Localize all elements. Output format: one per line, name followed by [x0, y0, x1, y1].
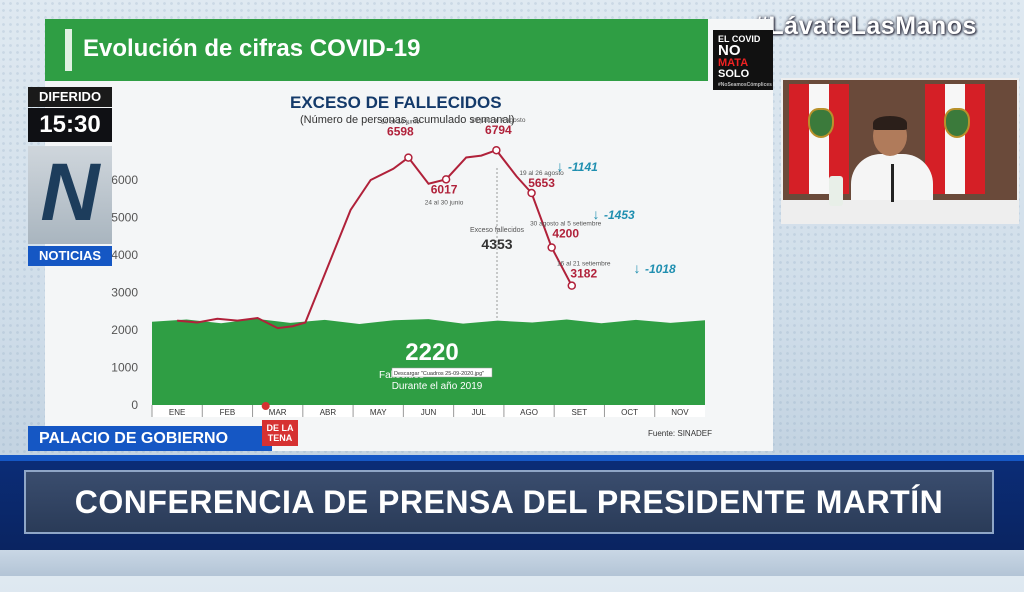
- baseline-caption-year: Durante el año 2019: [392, 381, 483, 392]
- hashtag: #LávateLasManos: [754, 12, 977, 40]
- point-date-label: 29 julio al 4 agosto: [471, 117, 526, 124]
- x-tick-label: JUL: [472, 408, 487, 417]
- peru-flag-left: [789, 84, 849, 194]
- header-accent-bar: [65, 29, 72, 71]
- weekly-drop-value: -1141: [568, 160, 598, 174]
- podium-desk: [783, 200, 1017, 222]
- logo-line4: SOLO: [718, 68, 750, 80]
- logo-line2: NO: [718, 42, 741, 59]
- x-tick-label: NOV: [671, 408, 689, 417]
- y-tick-label: 4000: [111, 248, 138, 262]
- channel-logo: N: [28, 146, 112, 244]
- slide-title: Evolución de cifras COVID-19: [83, 35, 421, 62]
- excess-deaths-chart: 0 1000 2000 3000 4000 5000 6000 ENE FEB MAR ABR MAY…: [111, 117, 712, 438]
- point-value-label: 5653: [528, 176, 555, 190]
- point-value-label: 3182: [570, 267, 597, 281]
- source-label: Fuente: SINADEF: [648, 429, 712, 438]
- annotated-point: [547, 243, 556, 252]
- covid-campaign-logo: EL COVID NO MATA SOLO #NoSeamosCómplices: [713, 30, 773, 90]
- location-label: PALACIO DE GOBIERNO: [28, 426, 272, 451]
- y-tick-label: 5000: [111, 211, 138, 225]
- y-tick-label: 1000: [111, 361, 138, 375]
- x-tick-label: ABR: [320, 408, 337, 417]
- download-tooltip: Descargar "Cuadros 25-09-2020.jpg": [394, 371, 484, 377]
- down-arrow-icon: ↓: [634, 260, 641, 276]
- point-date-label: 19 al 26 agosto: [519, 170, 564, 177]
- baseline-value: 2220: [405, 339, 458, 366]
- coat-of-arms-icon: [944, 108, 970, 138]
- point-date-label: 30 agosto al 5 setiembre: [530, 221, 602, 228]
- excess-value: 4353: [481, 236, 512, 252]
- point-date-label: 10 al 16 junio: [381, 119, 420, 126]
- channel-letter: N: [40, 147, 100, 238]
- annotated-point: [404, 153, 413, 162]
- y-tick-label: 6000: [111, 173, 138, 187]
- microphone-icon: [891, 164, 894, 202]
- x-tick-label: AGO: [520, 408, 538, 417]
- point-value-label: 6017: [431, 182, 458, 196]
- chart-title: EXCESO DE FALLECIDOS: [290, 93, 502, 112]
- x-tick-label: JUN: [421, 408, 437, 417]
- x-tick-label: ENE: [169, 408, 185, 417]
- channel-label: NOTICIAS: [28, 246, 112, 266]
- excess-deaths-line: [177, 149, 573, 330]
- annotated-point: [441, 175, 451, 184]
- annotated-point: [492, 145, 501, 155]
- coat-of-arms-icon: [808, 108, 834, 138]
- peru-flag-right: [925, 84, 985, 194]
- president-video-inset: [781, 78, 1019, 224]
- x-axis-band: [152, 405, 705, 417]
- x-tick-label: FEB: [220, 408, 236, 417]
- chart-subtitle: (Número de personas, acumulado semanal): [300, 114, 515, 126]
- logo-tag: #NoSeamosCómplices: [718, 82, 772, 88]
- logo-line3: MATA: [718, 57, 749, 69]
- excess-caption: Exceso fallecidos: [470, 227, 525, 234]
- x-tick-label: MAY: [370, 408, 387, 417]
- download-tooltip-box: [391, 367, 493, 378]
- logo-line1: EL COVID: [718, 34, 761, 44]
- point-date-label: 24 al 30 junio: [425, 199, 464, 206]
- point-date-label: 16 al 21 setiembre: [557, 261, 611, 268]
- x-tick-label: SET: [572, 408, 588, 417]
- down-arrow-icon: ↓: [557, 158, 564, 174]
- march-marker: [261, 402, 270, 410]
- x-tick-label: OCT: [621, 408, 638, 417]
- y-tick-label: 3000: [111, 286, 138, 300]
- point-value-label: 4200: [552, 227, 579, 241]
- y-tick-label: 0: [131, 398, 138, 412]
- down-arrow-icon: ↓: [593, 206, 600, 222]
- point-value-label: 6598: [387, 125, 414, 139]
- bottom-strip: [0, 550, 1024, 576]
- annotated-point: [567, 281, 577, 290]
- headline-box: CONFERENCIA DE PRENSA DEL PRESIDENTE MAR…: [24, 470, 994, 580]
- slide-header: Evolución de cifras COVID-19: [45, 19, 708, 81]
- y-tick-label: 2000: [111, 323, 138, 337]
- broadcast-clock: 15:30: [28, 108, 112, 142]
- weekly-drop-value: -1453: [604, 208, 635, 222]
- annotated-point: [527, 188, 536, 198]
- weekly-drop-value: -1018: [645, 262, 676, 276]
- point-value-label: 6794: [485, 123, 512, 137]
- baseline-area-2019: [152, 318, 705, 405]
- x-tick-label: MAR: [269, 408, 287, 417]
- sanitizer-bottle: [829, 176, 843, 206]
- partial-red-tag: DE LA TENA: [262, 420, 298, 446]
- diferido-badge: DIFERIDO: [28, 87, 112, 107]
